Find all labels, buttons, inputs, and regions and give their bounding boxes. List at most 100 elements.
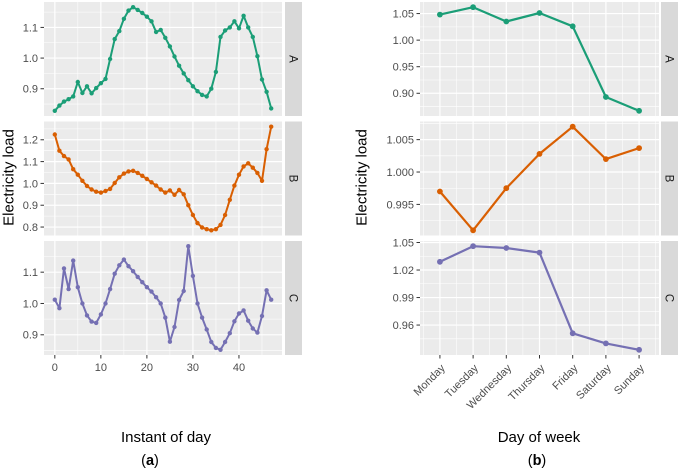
data-point — [107, 186, 113, 192]
y-tick-label: 1.05 — [393, 8, 414, 20]
data-point — [227, 197, 232, 202]
data-point — [222, 28, 228, 33]
data-point — [66, 286, 71, 292]
data-point — [130, 5, 136, 10]
data-point — [140, 280, 145, 285]
caption-b-letter: b — [532, 453, 542, 469]
x-tick-label: 0 — [52, 362, 58, 374]
data-point — [236, 26, 242, 31]
data-point — [232, 19, 237, 24]
data-point — [98, 81, 104, 86]
caption-b-open: ( — [527, 453, 533, 469]
data-point — [163, 35, 168, 40]
data-point — [437, 11, 443, 18]
data-point — [186, 203, 191, 208]
data-point — [246, 161, 251, 166]
data-point — [94, 85, 99, 91]
y-tick-label: 1.1 — [23, 156, 38, 168]
data-point — [250, 326, 255, 331]
data-point — [52, 108, 57, 114]
data-point — [130, 269, 136, 274]
data-point — [186, 244, 191, 249]
data-point — [163, 315, 168, 320]
facet-b-A: A 0.90 0.95 1.00 1.05 — [393, 2, 678, 116]
data-point — [236, 311, 242, 316]
data-point — [117, 263, 122, 268]
data-point — [246, 25, 251, 30]
data-point — [636, 346, 642, 353]
data-point — [269, 297, 274, 302]
data-point — [259, 178, 265, 183]
data-point — [66, 157, 71, 162]
data-point — [250, 34, 255, 40]
data-point — [103, 301, 108, 306]
caption-b-close: ) — [541, 453, 547, 469]
x-tick-label: Thursday — [506, 362, 547, 403]
y-tick-label: 0.96 — [393, 320, 414, 332]
data-point — [264, 288, 269, 293]
data-point — [103, 76, 108, 82]
data-point — [209, 86, 214, 91]
y-tick-label: 0.995 — [386, 199, 414, 211]
data-point — [241, 164, 246, 169]
data-point — [218, 222, 223, 228]
data-point — [636, 107, 642, 114]
y-tick-label: 1.0 — [23, 298, 38, 310]
data-point — [61, 153, 67, 159]
data-point — [199, 92, 205, 98]
data-point — [255, 54, 260, 59]
panel-background — [44, 2, 282, 116]
data-point — [264, 147, 269, 152]
y-tick-label: 1.05 — [393, 237, 414, 249]
data-point — [71, 258, 76, 263]
data-point — [126, 8, 131, 13]
y-tick-label: 0.8 — [23, 222, 38, 234]
data-point — [149, 19, 154, 24]
data-point — [213, 69, 219, 75]
facet-strip-label: C — [662, 294, 674, 302]
data-point — [259, 77, 265, 82]
data-point — [117, 28, 122, 34]
data-point — [181, 192, 186, 197]
y-tick-label: 1.00 — [393, 35, 414, 47]
y-tick-label: 1.0 — [23, 178, 38, 190]
data-point — [153, 183, 159, 188]
data-point — [199, 315, 205, 320]
data-point — [259, 313, 265, 319]
data-point — [94, 320, 99, 326]
data-point — [470, 4, 476, 11]
data-point — [236, 172, 242, 177]
data-point — [107, 56, 113, 62]
x-tick-label: 20 — [141, 362, 153, 374]
data-point — [172, 324, 177, 330]
data-point — [112, 180, 117, 186]
data-point — [61, 99, 67, 104]
figure-b: A 0.90 0.95 1.00 1.05 B 0.995 1.000 1.005 C 0.96 0.… — [386, 2, 678, 412]
data-point — [172, 54, 177, 59]
x-tick-label: Saturday — [574, 362, 614, 402]
data-point — [80, 178, 85, 183]
caption-b: (b) — [497, 453, 577, 469]
data-point — [232, 183, 237, 188]
facet-strip-label: B — [286, 175, 298, 183]
data-point — [149, 180, 154, 185]
data-point — [213, 227, 219, 232]
y-tick-label: 1.1 — [23, 22, 38, 34]
data-point — [117, 175, 122, 180]
data-point — [195, 89, 200, 94]
facet-strip-label: A — [286, 55, 298, 63]
data-point — [149, 289, 154, 294]
y-axis-title-b: Electricity load — [353, 129, 371, 226]
data-point — [250, 165, 255, 170]
data-point — [227, 331, 232, 336]
data-point — [75, 79, 81, 85]
data-point — [190, 84, 196, 89]
y-tick-label: 1.02 — [393, 265, 414, 277]
data-point — [636, 145, 642, 152]
data-point — [569, 23, 576, 30]
y-tick-label: 0.95 — [393, 62, 414, 74]
data-point — [218, 347, 223, 352]
caption-a-letter: a — [145, 453, 155, 469]
facet-strip-label: B — [662, 175, 674, 183]
